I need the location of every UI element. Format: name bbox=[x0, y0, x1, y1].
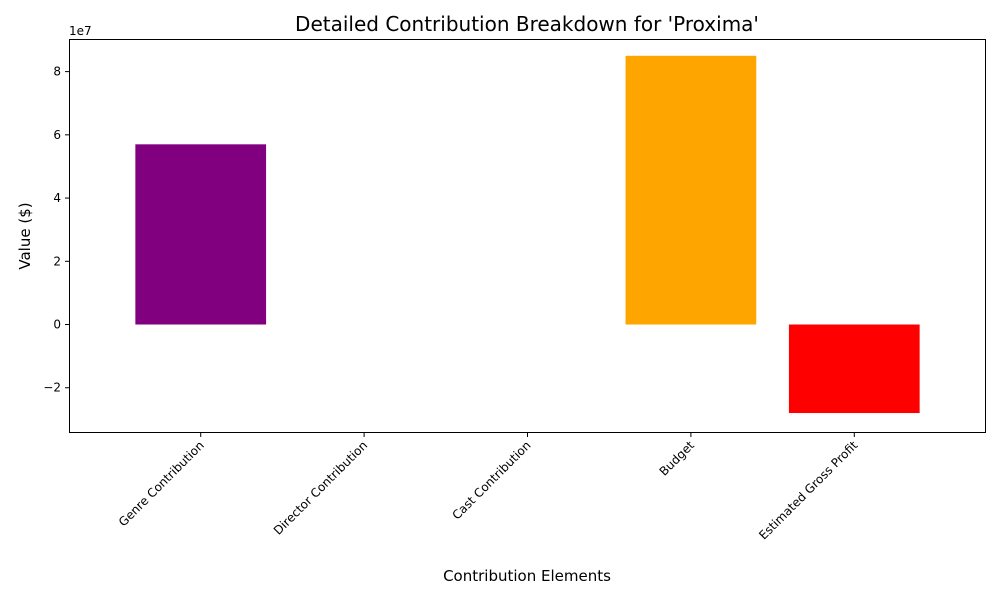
chart-title: Detailed Contribution Breakdown for 'Pro… bbox=[295, 12, 759, 36]
y-tick-label: 8 bbox=[53, 65, 61, 79]
y-tick-label: 4 bbox=[53, 191, 61, 205]
y-tick-label: −2 bbox=[43, 381, 61, 395]
bar-budget bbox=[626, 56, 757, 325]
x-axis-title: Contribution Elements bbox=[443, 567, 611, 585]
bar-genre-contribution bbox=[135, 144, 266, 324]
bar-estimated-gross-profit bbox=[789, 325, 920, 414]
y-tick-label: 0 bbox=[53, 318, 61, 332]
y-tick-label: 2 bbox=[53, 254, 61, 268]
y-axis-title: Value ($) bbox=[16, 202, 34, 269]
y-tick-label: 6 bbox=[53, 128, 61, 142]
y-axis-offset-label: 1e7 bbox=[69, 24, 92, 38]
